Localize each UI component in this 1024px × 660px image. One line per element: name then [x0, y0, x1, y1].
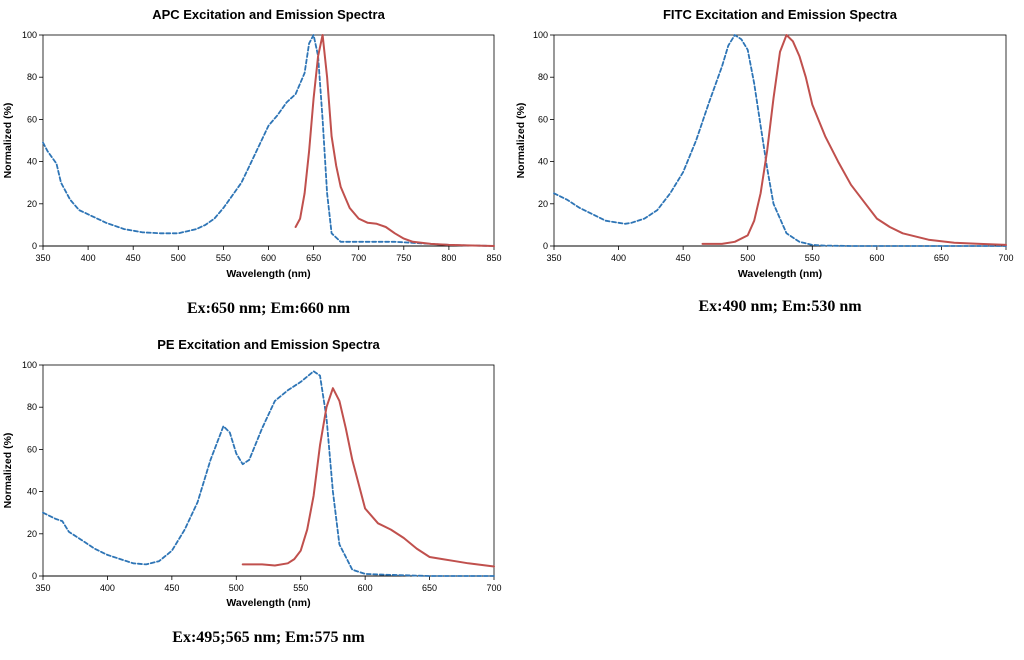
y-tick-label: 80	[27, 72, 37, 82]
x-tick-label: 500	[171, 253, 186, 263]
y-tick-label: 20	[27, 199, 37, 209]
y-tick-label: 100	[533, 30, 548, 40]
plot-area	[42, 34, 495, 247]
x-tick-label: 400	[100, 583, 115, 593]
x-tick-label: 850	[486, 253, 501, 263]
chart-caption: Ex:495;565 nm; Em:575 nm	[172, 629, 365, 646]
y-tick-label: 100	[22, 30, 37, 40]
x-tick-label: 750	[396, 253, 411, 263]
y-axis-label: Normalized (%)	[515, 103, 527, 179]
x-tick-label: 500	[229, 583, 244, 593]
y-tick-label: 60	[27, 114, 37, 124]
y-tick-label: 0	[543, 241, 548, 251]
x-tick-label: 800	[441, 253, 456, 263]
x-tick-label: 450	[126, 253, 141, 263]
y-tick-label: 20	[538, 199, 548, 209]
x-tick-label: 350	[35, 253, 50, 263]
x-tick-label: 650	[422, 583, 437, 593]
y-tick-label: 40	[538, 157, 548, 167]
x-tick-label: 400	[611, 253, 626, 263]
chart-1: APC Excitation and Emission Spectra 0 20 40…	[2, 7, 502, 317]
chart-3: PE Excitation and Emission Spectra 0 20 40 6…	[2, 337, 502, 646]
x-axis-label: Wavelength (nm)	[738, 268, 822, 280]
y-axis-label: Normalized (%)	[2, 433, 14, 509]
emission-line	[294, 34, 495, 247]
x-tick-label: 350	[35, 583, 50, 593]
chart-title: APC Excitation and Emission Spectra	[152, 7, 385, 22]
x-tick-label: 450	[676, 253, 691, 263]
chart-title: PE Excitation and Emission Spectra	[157, 337, 380, 352]
emission-line	[701, 34, 1007, 246]
x-tick-label: 550	[216, 253, 231, 263]
y-tick-label: 80	[538, 72, 548, 82]
y-tick-label: 60	[538, 114, 548, 124]
emission-line	[241, 387, 495, 568]
y-tick-label: 20	[27, 529, 37, 539]
y-tick-label: 0	[32, 241, 37, 251]
x-tick-label: 550	[293, 583, 308, 593]
x-tick-label: 650	[934, 253, 949, 263]
x-tick-label: 450	[164, 583, 179, 593]
chart-caption: Ex:650 nm; Em:660 nm	[187, 300, 351, 317]
plot-area	[553, 34, 1007, 247]
y-tick-label: 0	[32, 571, 37, 581]
x-tick-label: 500	[740, 253, 755, 263]
chart-2: FITC Excitation and Emission Spectra 0 20 4…	[515, 7, 1014, 315]
x-axis-label: Wavelength (nm)	[226, 268, 310, 280]
x-tick-label: 700	[351, 253, 366, 263]
chart-caption: Ex:490 nm; Em:530 nm	[698, 298, 862, 315]
y-tick-label: 60	[27, 444, 37, 454]
x-tick-label: 700	[486, 583, 501, 593]
x-tick-label: 550	[805, 253, 820, 263]
chart-title: FITC Excitation and Emission Spectra	[663, 7, 898, 22]
x-tick-label: 600	[261, 253, 276, 263]
y-axis-label: Normalized (%)	[2, 103, 14, 179]
x-tick-label: 350	[546, 253, 561, 263]
x-tick-label: 650	[306, 253, 321, 263]
x-tick-label: 600	[358, 583, 373, 593]
x-tick-label: 600	[869, 253, 884, 263]
x-axis-label: Wavelength (nm)	[226, 597, 310, 609]
excitation-line	[553, 34, 1007, 247]
y-tick-label: 80	[27, 402, 37, 412]
plot-area	[42, 364, 495, 577]
y-tick-label: 40	[27, 157, 37, 167]
x-tick-label: 400	[81, 253, 96, 263]
excitation-line	[42, 370, 495, 577]
x-tick-label: 700	[998, 253, 1013, 263]
y-tick-label: 100	[22, 360, 37, 370]
y-tick-label: 40	[27, 487, 37, 497]
excitation-line	[42, 34, 495, 247]
